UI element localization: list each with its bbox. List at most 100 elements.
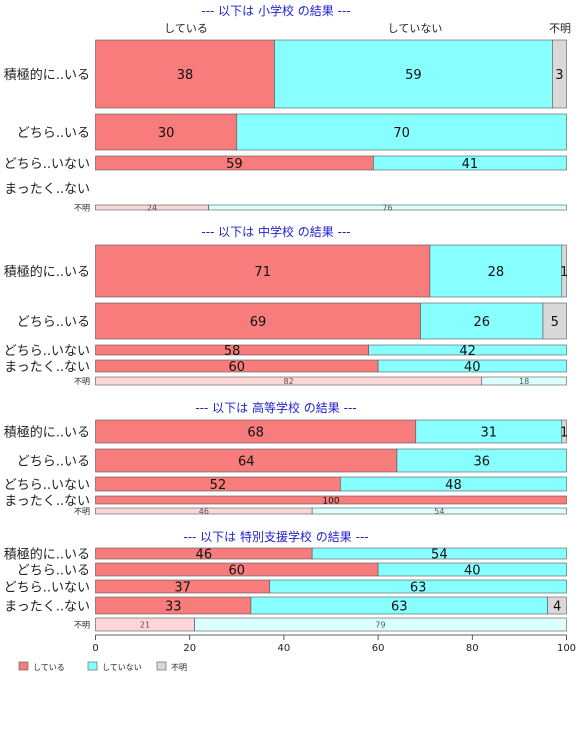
bar-segment: [95, 302, 421, 340]
bar-segment: [95, 244, 431, 298]
bar-row: まったく..ない 33 63 4: [4, 596, 567, 615]
bar-segment: [377, 562, 567, 577]
data-label: 100: [322, 496, 339, 506]
panel-1: --- 以下は 小学校 の結果 --- 積極的に..いる 38 59 3 どちら..いる 3…: [4, 3, 567, 213]
bar-row: どちら..いない 58 42: [4, 344, 567, 359]
bar-segment: [311, 547, 567, 560]
data-label: 60: [229, 360, 246, 375]
data-label: 40: [464, 563, 481, 578]
bar-segment: [274, 39, 553, 109]
data-label: 46: [199, 507, 209, 516]
bar-row: どちら..いる 60 40: [17, 562, 567, 579]
legend-swatch: [87, 661, 98, 671]
data-label: 63: [410, 580, 427, 595]
bar-segment: [236, 113, 567, 151]
row-label: まったく..ない: [4, 494, 90, 509]
data-label: 18: [519, 377, 529, 386]
bar-row: 不明 46 54: [74, 507, 567, 516]
data-label: 64: [238, 454, 255, 469]
bar-row: まったく..ない 100: [4, 494, 567, 509]
data-label: 69: [250, 315, 267, 330]
panel-title: --- 以下は 小学校 の結果 ---: [201, 3, 350, 18]
bar-segment: [194, 617, 567, 632]
data-label: 33: [165, 599, 182, 614]
data-label: 79: [375, 620, 385, 629]
row-label: 積極的に..いる: [4, 67, 90, 83]
data-label: 82: [284, 377, 294, 386]
bar-row: 不明 82 18: [74, 376, 567, 386]
column-header-yes: している: [164, 22, 208, 35]
bar-segment: [95, 39, 275, 109]
bar-segment: [269, 579, 567, 594]
bar-segment: [552, 39, 567, 109]
legend-swatch: [18, 661, 29, 671]
row-label: まったく..ない: [4, 600, 90, 615]
x-tick-label: 100: [557, 643, 576, 654]
row-label: 積極的に..いる: [4, 264, 90, 280]
data-label: 5: [551, 315, 559, 330]
data-label: 37: [174, 580, 191, 595]
x-tick-label: 60: [372, 643, 385, 654]
bar-segment: [542, 302, 567, 340]
bar-segment: [95, 113, 238, 151]
bar-row: どちら..いない 37 63: [4, 579, 567, 596]
bar-segment: [547, 596, 567, 615]
x-tick-label: 20: [183, 643, 196, 654]
bar-segment: [340, 476, 567, 492]
data-label: 4: [553, 599, 561, 614]
panel-3: --- 以下は 高等学校 の結果 --- 積極的に..いる 68 31 1 どちら..いる…: [4, 400, 569, 516]
data-label: 31: [481, 425, 498, 440]
panel-title: --- 以下は 中学校 の結果 ---: [201, 224, 350, 239]
legend-label: していない: [102, 663, 142, 672]
row-label: 不明: [74, 507, 90, 516]
row-label: 積極的に..いる: [4, 425, 90, 441]
bar-row: 積極的に..いる 71 28 1: [4, 244, 568, 298]
bar-segment: [377, 359, 567, 373]
bar-row: どちら..いない 59 41: [4, 155, 567, 172]
bar-row: 不明 24 76: [74, 203, 567, 213]
row-label: どちら..いる: [17, 564, 90, 579]
data-label: 36: [473, 454, 490, 469]
bar-row: まったく..ない: [4, 182, 90, 197]
data-label: 71: [254, 265, 271, 280]
data-label: 26: [473, 315, 490, 330]
column-header-unknown: 不明: [549, 22, 571, 35]
data-label: 1: [560, 265, 568, 280]
data-label: 28: [488, 265, 505, 280]
legend-swatch: [156, 661, 167, 671]
data-label: 59: [405, 68, 422, 83]
data-label: 60: [229, 563, 246, 578]
data-label: 58: [224, 344, 241, 359]
data-label: 54: [434, 507, 444, 516]
row-label: どちら..いる: [17, 315, 90, 330]
bar-segment: [429, 244, 563, 298]
data-label: 76: [382, 203, 392, 212]
row-label: どちら..いない: [4, 478, 90, 493]
bar-row: どちら..いない 52 48: [4, 476, 567, 493]
bar-segment: [561, 244, 567, 298]
data-label: 21: [140, 620, 150, 629]
bar-segment: [373, 155, 567, 171]
data-label: 59: [226, 157, 243, 172]
bar-segment: [368, 344, 567, 356]
bar-row: 積極的に..いる 68 31 1: [4, 419, 568, 444]
x-axis: 0 20 40 60 80 100: [92, 634, 576, 654]
data-label: 42: [459, 344, 476, 359]
data-label: 30: [158, 126, 175, 141]
legend-label: している: [33, 663, 65, 672]
data-label: 54: [431, 547, 448, 562]
panel-title: --- 以下は 高等学校 の結果 ---: [195, 400, 356, 415]
bar-row: 積極的に..いる 38 59 3: [4, 39, 567, 109]
row-label: どちら..いない: [4, 344, 90, 359]
row-label: 不明: [74, 204, 90, 213]
x-tick-label: 40: [278, 643, 291, 654]
panel-title: --- 以下は 特別支援学校 の結果 ---: [183, 529, 368, 544]
data-label: 68: [247, 425, 264, 440]
x-tick-label: 0: [92, 643, 98, 654]
row-label: 不明: [74, 377, 90, 386]
bar-segment: [481, 376, 567, 386]
legend-label: 不明: [171, 663, 187, 672]
panel-4: --- 以下は 特別支援学校 の結果 ---積極的に..いる 46 54どちら..い…: [4, 529, 567, 632]
x-tick-label: 80: [466, 643, 479, 654]
